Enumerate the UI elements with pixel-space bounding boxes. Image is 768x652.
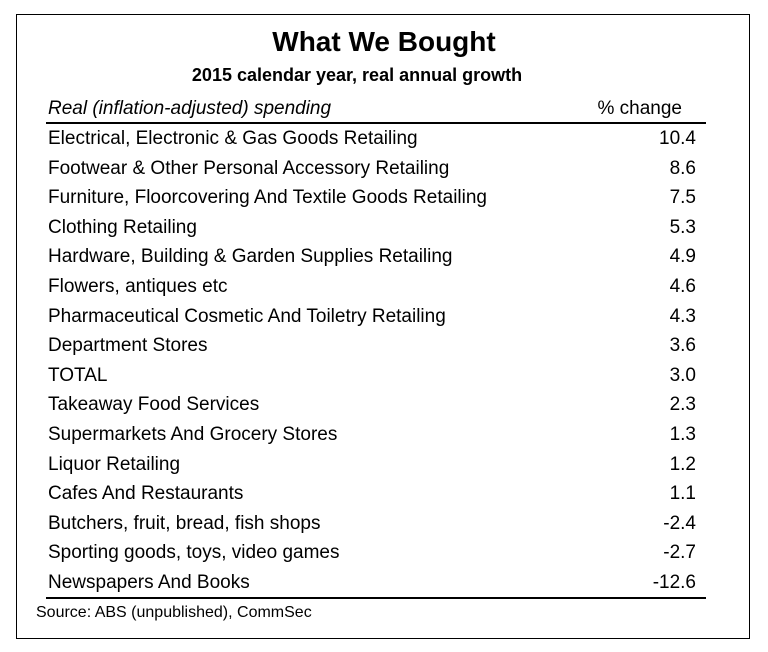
row-label: Butchers, fruit, bread, fish shops	[48, 512, 321, 534]
row-value: 8.6	[669, 157, 696, 179]
row-value: -2.7	[663, 542, 696, 564]
table-row: Takeaway Food Services 2.3	[46, 390, 706, 420]
page-subtitle: 2015 calendar year, real annual growth	[191, 65, 523, 85]
row-value: 1.1	[669, 483, 696, 505]
row-label: Department Stores	[48, 335, 208, 357]
table-row: Liquor Retailing 1.2	[46, 450, 706, 480]
row-value: 1.2	[669, 453, 696, 475]
row-value: -2.4	[663, 512, 696, 534]
row-value: 4.3	[669, 305, 696, 327]
row-value: 4.9	[669, 246, 696, 268]
row-label: Clothing Retailing	[48, 216, 197, 238]
header-spending-label: Real (inflation-adjusted) spending	[48, 98, 332, 119]
row-label: Electrical, Electronic & Gas Goods Retai…	[48, 128, 418, 149]
table-row: Hardware, Building & Garden Supplies Ret…	[46, 242, 706, 272]
row-value: -12.6	[652, 571, 696, 593]
row-label: Furniture, Floorcovering And Textile Goo…	[48, 187, 487, 209]
row-label: Hardware, Building & Garden Supplies Ret…	[48, 246, 453, 268]
row-value: 4.6	[669, 275, 696, 297]
table-row: Clothing Retailing 5.3	[46, 213, 706, 243]
table-row: Newspapers And Books -12.6	[46, 568, 706, 598]
table-row: Butchers, fruit, bread, fish shops -2.4	[46, 509, 706, 539]
row-label: Sporting goods, toys, video games	[48, 542, 340, 564]
table-bottom-rule	[46, 597, 706, 599]
row-value: 5.3	[669, 216, 696, 238]
row-value: 7.5	[669, 187, 696, 209]
table-header: Real (inflation-adjusted) spending % cha…	[46, 96, 706, 124]
row-label: Newspapers And Books	[48, 571, 250, 593]
table-row: Flowers, antiques etc 4.6	[46, 272, 706, 302]
table-row: Cafes And Restaurants 1.1	[46, 479, 706, 509]
row-label: Flowers, antiques etc	[48, 275, 228, 297]
row-value: 2.3	[669, 394, 696, 416]
table-body: Electrical, Electronic & Gas Goods Retai…	[46, 124, 706, 598]
row-label: Takeaway Food Services	[48, 394, 260, 416]
table-row: Furniture, Floorcovering And Textile Goo…	[46, 183, 706, 213]
table-row: Department Stores 3.6	[46, 331, 706, 361]
table-row: Pharmaceutical Cosmetic And Toiletry Ret…	[46, 302, 706, 332]
row-value: 3.6	[669, 335, 696, 357]
row-value: 10.4	[659, 128, 696, 149]
table-row: Electrical, Electronic & Gas Goods Retai…	[46, 124, 706, 154]
row-value: 3.0	[669, 364, 696, 386]
row-label: TOTAL	[48, 364, 108, 386]
table-row-total: TOTAL 3.0	[46, 361, 706, 391]
page-title: What We Bought	[272, 26, 496, 57]
header-change-label: % change	[597, 98, 682, 119]
table-row: Footwear & Other Personal Accessory Reta…	[46, 154, 706, 184]
table-frame	[16, 14, 750, 639]
source-note: Source: ABS (unpublished), CommSec	[36, 604, 312, 621]
row-label: Cafes And Restaurants	[48, 483, 244, 505]
row-label: Liquor Retailing	[48, 453, 181, 475]
row-label: Supermarkets And Grocery Stores	[48, 423, 338, 445]
row-value: 1.3	[669, 423, 696, 445]
row-label: Pharmaceutical Cosmetic And Toiletry Ret…	[48, 305, 446, 327]
table-row: Sporting goods, toys, video games -2.7	[46, 538, 706, 568]
table-row: Supermarkets And Grocery Stores 1.3	[46, 420, 706, 450]
row-label: Footwear & Other Personal Accessory Reta…	[48, 157, 450, 179]
